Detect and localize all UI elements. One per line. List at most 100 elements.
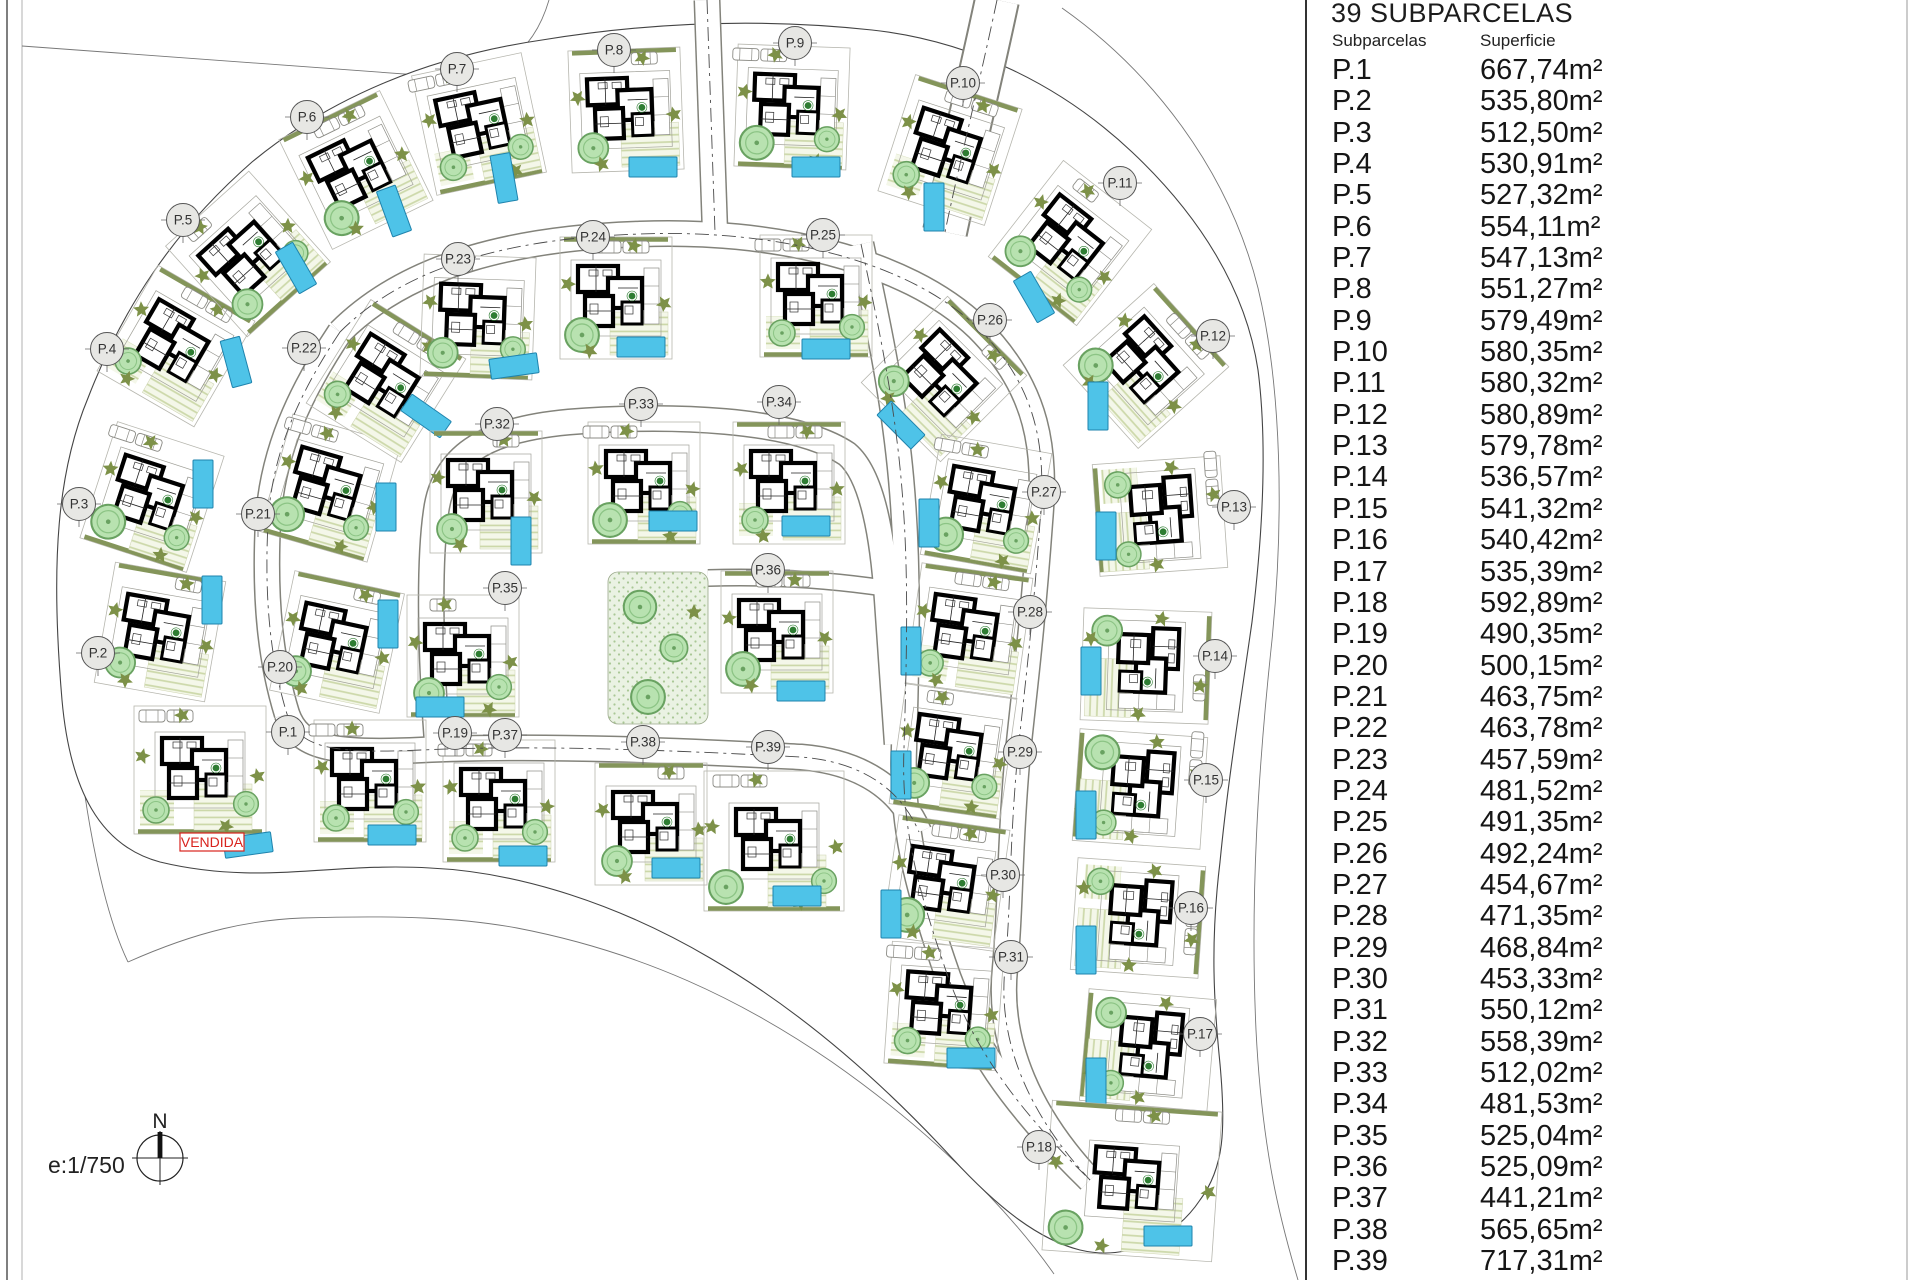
parking-car-icon <box>767 425 795 439</box>
plot-area-cell: 512,02m² <box>1480 1057 1603 1089</box>
pool <box>489 152 519 204</box>
plot-area-cell: 540,42m² <box>1480 524 1603 557</box>
tree-icon <box>485 673 513 701</box>
parcel-boundary <box>96 264 256 428</box>
plot-id-cell: P.33 <box>1332 1057 1388 1089</box>
parcel-label-text: P.26 <box>977 313 1003 328</box>
tree-icon <box>768 319 796 347</box>
parcel-label-P.1: P.1 <box>266 715 310 755</box>
plot-id-cell: P.5 <box>1332 179 1372 212</box>
pool <box>1080 646 1102 696</box>
parcel-label-P.20: P.20 <box>258 650 302 690</box>
table-row: P.39 717,31m² <box>1332 1245 1907 1278</box>
parcel-label-P.35: P.35 <box>483 571 527 611</box>
pool <box>628 156 678 178</box>
pool <box>415 696 465 718</box>
plot-id-cell: P.20 <box>1332 649 1388 682</box>
parcel-P.16 <box>1069 857 1207 979</box>
parcel-boundary <box>165 170 331 338</box>
pool <box>275 242 317 294</box>
plot-id-cell: P.39 <box>1332 1245 1388 1278</box>
plot-id-cell: P.9 <box>1332 304 1372 337</box>
parcel-label-text: P.5 <box>174 213 193 228</box>
table-row: P.22 463,78m² <box>1332 712 1907 744</box>
plot-id-cell: P.11 <box>1332 367 1386 400</box>
table-row: P.1 667,74m² <box>1332 54 1907 86</box>
plot-id-cell: P.3 <box>1332 116 1372 149</box>
pool <box>192 459 214 509</box>
parcel-P.6 <box>278 90 434 250</box>
plot-area-cell: 541,32m² <box>1480 492 1603 525</box>
table-row: P.32 558,39m² <box>1332 1026 1907 1058</box>
plot-id-cell: P.7 <box>1332 242 1372 275</box>
table-row: P.33 512,02m² <box>1332 1057 1907 1089</box>
plot-area-cell: 551,27m² <box>1480 273 1603 306</box>
table-row: P.36 525,09m² <box>1332 1151 1907 1184</box>
plot-area-cell: 717,31m² <box>1480 1245 1603 1278</box>
parcel-label-text: P.37 <box>492 728 518 743</box>
parcel-P.17 <box>1078 988 1218 1112</box>
tree-icon <box>592 502 628 538</box>
parcel-P.22 <box>305 299 467 463</box>
parcel-label-P.16: P.16 <box>1169 891 1213 931</box>
parcel-label-text: P.9 <box>786 36 805 51</box>
pool <box>946 1047 996 1069</box>
plot-area-cell: 550,12m² <box>1480 994 1603 1027</box>
parcel-label-P.14: P.14 <box>1193 639 1237 679</box>
plot-id-cell: P.24 <box>1332 774 1388 807</box>
parcel-boundary <box>419 253 537 381</box>
parcel-label-P.27: P.27 <box>1022 475 1066 515</box>
table-row: P.3 512,50m² <box>1332 116 1907 149</box>
parcel-label-P.23: P.23 <box>436 242 480 282</box>
tree-icon <box>708 869 744 905</box>
plot-area-cell: 441,21m² <box>1480 1182 1603 1215</box>
parcel-P.31 <box>883 940 1005 1072</box>
parcel-label-P.6: P.6 <box>285 100 329 140</box>
parcel-label-text: P.30 <box>990 868 1016 883</box>
plot-id-cell: P.17 <box>1332 555 1388 588</box>
parcel-label-text: P.2 <box>89 646 108 661</box>
parcel-label-text: P.13 <box>1221 500 1247 515</box>
pool <box>880 889 902 939</box>
parcel-label-text: P.29 <box>1007 745 1033 760</box>
parcel-label-P.11: P.11 <box>1098 166 1142 206</box>
svg-text:VENDIDA: VENDIDA <box>181 834 244 850</box>
parcel-label-P.22: P.22 <box>282 331 326 371</box>
pool <box>772 885 822 907</box>
parcel-label-P.37: P.37 <box>483 718 527 758</box>
table-row: P.25 491,35m² <box>1332 806 1907 839</box>
plot-area-cell: 491,35m² <box>1480 806 1603 839</box>
plot-id-cell: P.30 <box>1332 962 1388 995</box>
plot-id-cell: P.18 <box>1332 586 1388 619</box>
parcel-P.8 <box>566 46 686 178</box>
tree-icon <box>738 124 776 162</box>
pool <box>648 510 698 532</box>
parcel-P.19 <box>308 718 427 846</box>
parcels-layer <box>79 43 1230 1263</box>
parcel-label-P.17: P.17 <box>1178 1017 1222 1057</box>
subparcelas-table: P.1 667,74m² P.2 535,80m² P.3 512,50m² P.4 530,… <box>1332 54 1907 1278</box>
table-row: P.38 565,65m² <box>1332 1214 1907 1246</box>
parcel-P.2 <box>93 561 227 703</box>
parcel-P.39 <box>701 770 845 914</box>
table-row: P.5 527,32m² <box>1332 179 1907 212</box>
parcel-label-text: P.32 <box>484 417 510 432</box>
plot-area-cell: 580,35m² <box>1480 336 1603 369</box>
hedge-strip <box>1079 992 1094 1097</box>
plot-area-cell: 579,78m² <box>1480 430 1603 463</box>
plot-id-cell: P.28 <box>1332 900 1388 933</box>
parcel-label-text: P.39 <box>755 740 781 755</box>
pool <box>900 626 922 676</box>
parking-car-icon <box>732 47 760 62</box>
plot-id-cell: P.12 <box>1332 398 1388 431</box>
tree-icon <box>142 796 170 824</box>
parcel-label-P.26: P.26 <box>968 303 1012 343</box>
table-row: P.31 550,12m² <box>1332 994 1907 1027</box>
parcel-boundary <box>278 90 434 250</box>
plot-area-cell: 592,89m² <box>1480 586 1603 619</box>
parcel-label-text: P.16 <box>1178 901 1204 916</box>
plot-area-cell: 525,09m² <box>1480 1151 1603 1184</box>
pool <box>1075 790 1097 840</box>
parcel-boundary <box>904 562 1034 700</box>
plot-area-cell: 481,53m² <box>1480 1088 1603 1121</box>
